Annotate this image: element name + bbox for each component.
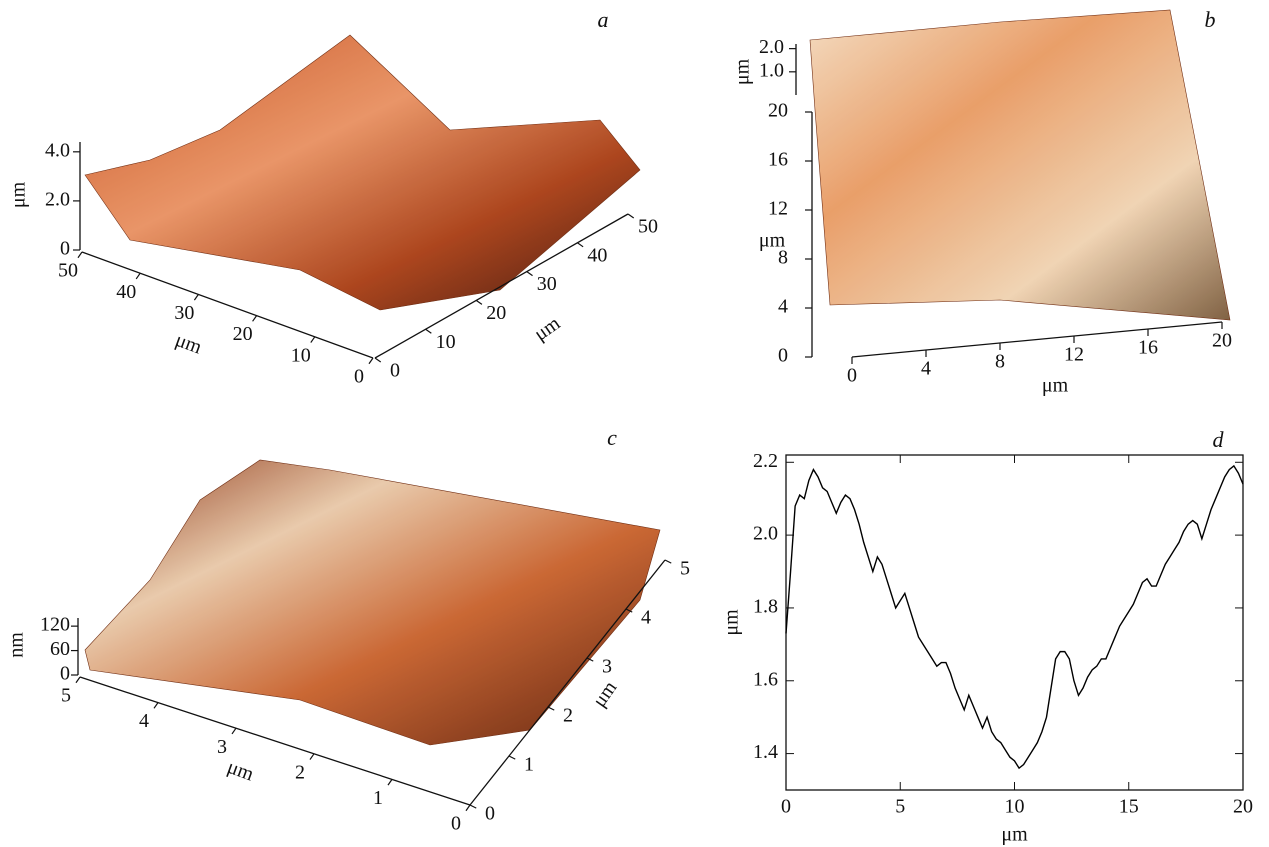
profile-line (786, 466, 1243, 768)
plot-frame (786, 455, 1243, 790)
x-tick-label: 20 (1233, 796, 1253, 818)
x-axis-title: μm (1042, 375, 1069, 397)
z-axis-title: μm (732, 58, 754, 85)
y-tick-label: 2.2 (753, 450, 778, 472)
y-tick-label: 20 (233, 323, 253, 345)
x-tick-label: 12 (1064, 344, 1084, 366)
y-tick-label: 16 (768, 149, 788, 171)
x-tick (426, 329, 432, 333)
x-tick (509, 756, 515, 759)
z-axis-title: μm (8, 181, 30, 208)
z-tick-label: 1.0 (759, 59, 784, 81)
y-tick-label: 12 (768, 198, 788, 220)
y-tick (310, 754, 314, 760)
x-tick-label: 10 (436, 331, 456, 353)
y-tick (76, 677, 80, 683)
y-tick-label: 50 (58, 260, 78, 282)
z-tick-label: 0 (60, 663, 70, 685)
y-tick (194, 294, 198, 300)
x-tick (527, 272, 533, 276)
x-tick-label: 0 (485, 803, 495, 825)
y-tick (388, 779, 392, 785)
y-tick-label: 4 (778, 296, 788, 318)
z-tick-label: 2.0 (759, 36, 784, 58)
z-tick-label: 0 (60, 238, 70, 260)
panel-label: a (598, 7, 609, 32)
panel-label: b (1205, 7, 1216, 32)
x-tick (470, 805, 476, 808)
x-tick (548, 707, 554, 710)
x-tick-label: 4 (921, 358, 931, 380)
x-tick (375, 358, 381, 362)
y-tick-label: 0 (354, 366, 364, 388)
x-tick-label: 16 (1138, 337, 1158, 359)
y-tick-label: 4 (139, 710, 149, 732)
x-axis-title: μm (588, 677, 621, 712)
x-tick-label: 20 (1212, 330, 1232, 352)
y-tick-label: 3 (217, 736, 227, 758)
y-tick-label: 2.0 (753, 523, 778, 545)
surface-image (810, 10, 1230, 320)
x-tick (476, 300, 482, 304)
x-tick-label: 10 (1005, 796, 1025, 818)
y-tick-label: 1.6 (753, 668, 778, 690)
y-tick-label: 1.4 (753, 741, 778, 763)
y-axis-title: μm (759, 230, 786, 252)
x-axis-line (852, 322, 1222, 357)
y-tick (232, 728, 236, 734)
y-tick-label: 1.8 (753, 596, 778, 618)
x-tick-label: 30 (537, 273, 557, 295)
x-tick-label: 8 (995, 351, 1005, 373)
page: {"chart_data": [ {"type": "surface3d", "… (0, 0, 1269, 847)
z-tick-label: 120 (40, 614, 70, 636)
y-tick-label: 10 (291, 344, 311, 366)
y-tick (311, 337, 315, 343)
x-tick-label: 3 (602, 656, 612, 678)
x-tick-label: 4 (641, 607, 651, 629)
z-tick-label: 60 (50, 638, 70, 660)
x-tick-label: 40 (587, 244, 607, 266)
y-axis-title: μm (172, 329, 205, 359)
surface-image (85, 35, 640, 310)
y-tick (466, 805, 470, 811)
y-tick (253, 316, 257, 322)
x-tick (628, 214, 634, 218)
panel-label: d (1213, 427, 1225, 452)
x-tick-label: 15 (1119, 796, 1139, 818)
y-tick-label: 40 (116, 281, 136, 303)
surface-image (85, 460, 660, 745)
y-tick-label: 30 (174, 302, 194, 324)
z-tick-label: 4.0 (45, 139, 70, 161)
panel-label: c (607, 425, 617, 450)
y-tick-label: 20 (768, 100, 788, 122)
figure: 01020304050μm01020304050μm02.04.0μma0481… (0, 0, 1269, 847)
y-axis-title: μm (224, 756, 257, 786)
x-tick-label: 0 (847, 365, 857, 387)
x-axis-title: μm (530, 312, 565, 345)
x-tick-label: 50 (638, 216, 658, 238)
z-axis-title: nm (6, 632, 28, 658)
x-tick-label: 2 (563, 705, 573, 727)
x-axis-title: μm (1001, 824, 1028, 846)
x-tick-label: 0 (781, 796, 791, 818)
y-tick-label: 0 (778, 345, 788, 367)
y-tick (78, 252, 82, 258)
y-tick-label: 1 (373, 787, 383, 809)
y-axis-title: μm (721, 609, 743, 636)
x-tick-label: 5 (895, 796, 905, 818)
x-tick-label: 20 (486, 302, 506, 324)
y-tick-label: 0 (451, 813, 461, 835)
z-tick-label: 2.0 (45, 189, 70, 211)
y-tick (154, 703, 158, 709)
x-tick-label: 0 (390, 360, 400, 382)
x-tick (577, 243, 583, 247)
y-tick (369, 358, 373, 364)
y-tick-label: 2 (295, 761, 305, 783)
y-tick-label: 5 (61, 685, 71, 707)
x-tick-label: 5 (680, 558, 690, 580)
y-tick (136, 273, 140, 279)
x-tick (665, 560, 671, 563)
x-tick-label: 1 (524, 754, 534, 776)
